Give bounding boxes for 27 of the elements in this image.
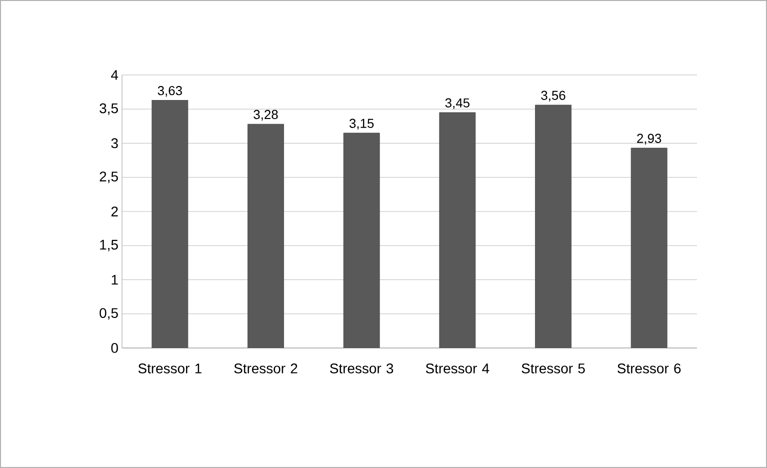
y-tick-label: 0,5 (100, 308, 118, 320)
y-tick-label: 2,5 (100, 172, 118, 184)
x-tick-label: Stressor 3 (330, 363, 394, 374)
y-tick-label: 1 (112, 274, 118, 285)
data-label: 3,45 (445, 98, 470, 109)
bar (343, 132, 380, 348)
data-label: 3,28 (254, 110, 278, 121)
bar (152, 100, 188, 348)
x-tick-label: Stressor 4 (426, 363, 490, 374)
data-label: 2,93 (637, 134, 662, 144)
y-tick-label: 2 (111, 206, 118, 216)
bar (535, 104, 572, 348)
x-tick-label: Stressor 5 (522, 363, 585, 374)
y-tick-label: 1,5 (100, 240, 118, 252)
bar (248, 124, 284, 348)
data-label: 3,63 (158, 86, 182, 97)
y-tick-label: 4 (111, 70, 118, 80)
y-tick-label: 0 (111, 343, 118, 353)
bar (439, 112, 476, 348)
y-tick-label: 3,5 (100, 103, 118, 115)
x-tick-label: Stressor 2 (234, 363, 298, 374)
y-tick-label: 3 (111, 138, 118, 148)
data-label: 3,56 (541, 90, 566, 102)
bar (630, 148, 668, 348)
data-label: 3,15 (349, 118, 374, 130)
x-tick-label: Stressor 1 (138, 363, 202, 374)
x-tick-label: Stressor 6 (618, 363, 681, 374)
